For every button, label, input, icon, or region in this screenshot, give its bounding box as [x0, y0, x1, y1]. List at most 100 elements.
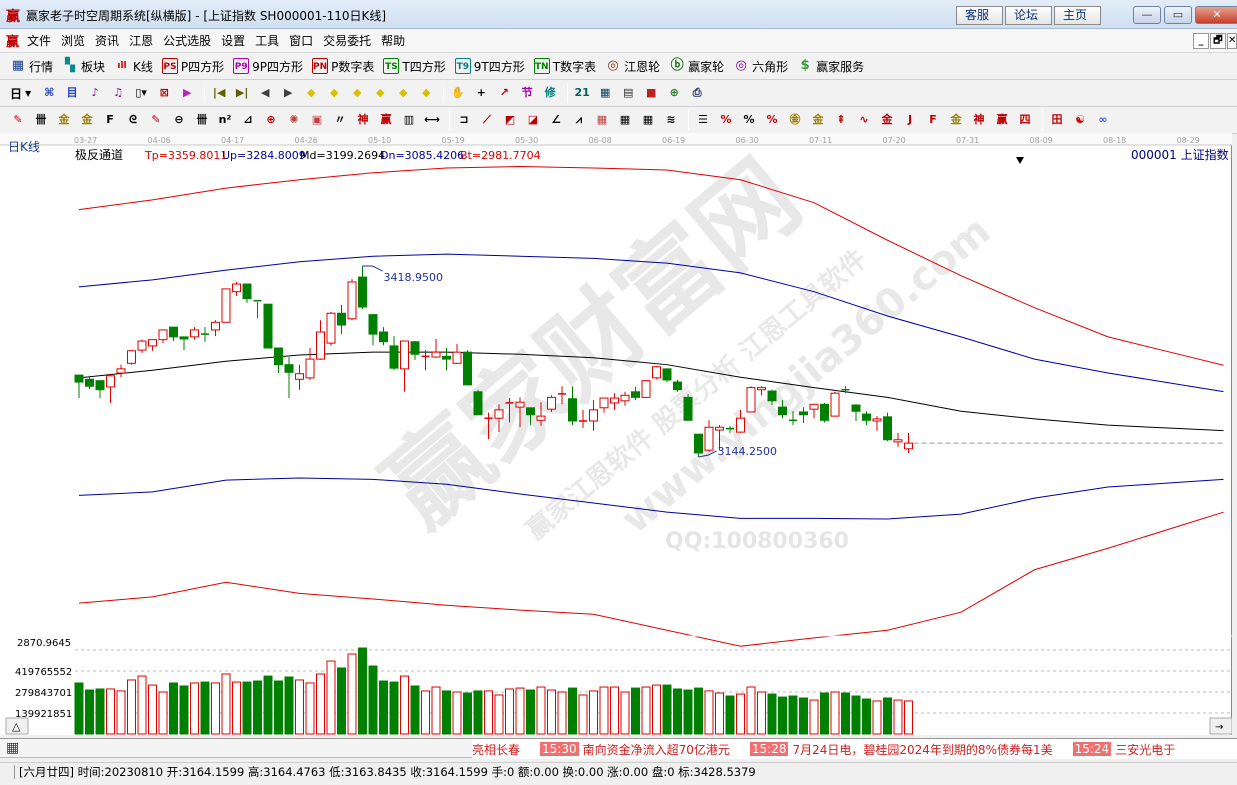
star-icon[interactable]: ✺: [289, 113, 299, 126]
table-grid-icon[interactable]: 田: [1051, 113, 1063, 126]
gold-line2-icon[interactable]: 金: [81, 113, 93, 126]
shift-left-icon[interactable]: ◆: [306, 86, 316, 99]
menu-item-8[interactable]: 交易委托: [323, 34, 372, 48]
printer-icon[interactable]: ⎙: [692, 86, 702, 99]
zoom-in-icon[interactable]: ◆: [375, 86, 385, 99]
toolbar-button-2[interactable]: ıll K线: [114, 58, 153, 75]
modify-icon[interactable]: 修: [544, 86, 556, 99]
triangle-icon[interactable]: ⊿: [243, 113, 253, 126]
menu-item-1[interactable]: 浏览: [61, 34, 86, 48]
calendar-icon[interactable]: 21: [574, 86, 590, 99]
ruler-icon[interactable]: ▥: [403, 113, 415, 126]
pen-icon[interactable]: ✎: [13, 113, 23, 126]
calculator-icon[interactable]: ▦: [599, 86, 611, 99]
grid-lines-icon[interactable]: 卌: [35, 113, 47, 126]
crosshair-icon[interactable]: +: [476, 86, 486, 99]
quote-line-icon[interactable]: 〃: [334, 113, 346, 126]
news-headline[interactable]: 南向资金净流入超70亿港元: [582, 742, 730, 757]
four-fan-icon[interactable]: 四: [1019, 113, 1031, 126]
news-headline[interactable]: 三安光电于: [1115, 742, 1176, 757]
mdi-restore-button[interactable]: 🗗: [1210, 33, 1226, 49]
god-fan-icon[interactable]: 神: [973, 113, 985, 126]
forum-button[interactable]: 论坛: [1005, 6, 1052, 25]
flag-icon[interactable]: ▶: [182, 86, 192, 99]
toolbar-button-8[interactable]: TN T数字表: [533, 58, 596, 75]
menu-item-5[interactable]: 设置: [221, 34, 246, 48]
pattern-icon[interactable]: ⌘: [44, 86, 55, 99]
kline-chart-panel[interactable]: 03-27 04-06 04-17 04-26 05-10 05-19 05-30 06-08…: [0, 133, 1233, 735]
grid3-icon[interactable]: ▦: [642, 113, 654, 126]
bars-icon[interactable]: ☰: [698, 113, 708, 126]
box-icon[interactable]: ▣: [311, 113, 323, 126]
frame-icon[interactable]: ⊐: [459, 113, 469, 126]
shift-right-icon[interactable]: ◆: [329, 86, 339, 99]
gold-box-icon[interactable]: 金: [881, 113, 893, 126]
percent-lines-icon[interactable]: %: [766, 113, 778, 126]
expand-h-icon[interactable]: ◆: [352, 86, 362, 99]
rocket-icon[interactable]: ⇞: [836, 113, 846, 126]
solar-term-icon[interactable]: 节: [521, 86, 533, 99]
network-icon[interactable]: ⊕: [669, 86, 679, 99]
target-icon[interactable]: ⊕: [266, 113, 276, 126]
pen2-icon[interactable]: ✎: [151, 113, 161, 126]
percent-line-icon[interactable]: %: [720, 113, 732, 126]
zoom-out-icon[interactable]: ◆: [398, 86, 408, 99]
toolbar-button-10[interactable]: ⓑ 赢家轮: [669, 58, 725, 75]
save-icon[interactable]: ■: [645, 86, 657, 99]
measure-icon[interactable]: ⟷: [424, 113, 440, 126]
mdi-close-button[interactable]: ✕: [1227, 33, 1237, 49]
fan-box2-icon[interactable]: ◪: [527, 113, 539, 126]
yin-yang-icon[interactable]: ☯: [1075, 113, 1085, 126]
menu-item-4[interactable]: 公式选股: [163, 34, 212, 48]
menu-item-0[interactable]: 文件: [27, 34, 52, 48]
news-headline[interactable]: 7月24日电，碧桂园2024年到期的8%债券每1美: [792, 742, 1053, 757]
menu-item-3[interactable]: 江恩: [129, 34, 154, 48]
win-icon[interactable]: 赢: [380, 113, 392, 126]
hand-icon[interactable]: ✋: [451, 86, 466, 99]
news-ticker[interactable]: 亮相长春 15:30 南向资金净流入超70亿港元 15:28 7月24日电，碧桂园20…: [472, 739, 1237, 759]
cross-pattern-icon[interactable]: ⊠: [159, 86, 169, 99]
toolbar-button-7[interactable]: T9 9T四方形: [454, 58, 525, 75]
f-fan-icon[interactable]: F: [929, 113, 937, 126]
period-dropdown[interactable]: 日 ▼: [10, 85, 31, 102]
gold-circle-icon[interactable]: ㊎: [789, 113, 801, 126]
customer-service-button[interactable]: 客服: [956, 6, 1003, 25]
prev-icon[interactable]: ◀: [260, 86, 270, 99]
fan-icon[interactable]: ⟋: [483, 113, 491, 126]
fib-line-icon[interactable]: F: [106, 113, 114, 126]
mdi-minimize-button[interactable]: _: [1193, 33, 1209, 49]
grid2-icon[interactable]: ▦: [619, 113, 631, 126]
toolbar-button-12[interactable]: $ 赢家服务: [797, 58, 865, 75]
calendar-icon[interactable]: ▦: [6, 740, 20, 756]
win-fan-icon[interactable]: 赢: [996, 113, 1008, 126]
fan-box-icon[interactable]: ◩: [504, 113, 516, 126]
last-icon[interactable]: ▶|: [235, 86, 249, 99]
multi-line-icon[interactable]: ≋: [666, 113, 676, 126]
maximize-button[interactable]: ▭: [1164, 6, 1192, 24]
toolbar-button-4[interactable]: P9 9P四方形: [233, 58, 303, 75]
circle-icon[interactable]: ⊖: [174, 113, 184, 126]
menu-item-6[interactable]: 工具: [255, 34, 280, 48]
gold-fan-icon[interactable]: 金: [950, 113, 962, 126]
j-fan-icon[interactable]: J: [907, 113, 913, 126]
infinity-icon[interactable]: ∞: [1098, 113, 1108, 126]
menu-item-2[interactable]: 资讯: [95, 34, 120, 48]
gold-line-icon[interactable]: 金: [58, 113, 70, 126]
menu-item-7[interactable]: 窗口: [289, 34, 314, 48]
n2-icon[interactable]: n²: [218, 113, 232, 126]
toolbar-button-11[interactable]: ◎ 六角形: [733, 58, 788, 75]
first-icon[interactable]: |◀: [212, 86, 226, 99]
spiral-icon[interactable]: ᘓ: [129, 113, 137, 126]
grid-icon[interactable]: ▦: [596, 113, 608, 126]
wave-icon[interactable]: ⩘: [575, 113, 583, 126]
toolbar-button-1[interactable]: ▚ 板块: [62, 58, 105, 75]
toolbar-button-3[interactable]: PS P四方形: [161, 58, 224, 75]
minimize-button[interactable]: —: [1133, 6, 1161, 24]
next-icon[interactable]: ▶: [283, 86, 293, 99]
parallel-icon[interactable]: 卌: [196, 113, 208, 126]
notebook-icon[interactable]: ▤: [622, 86, 634, 99]
scroll-right-button[interactable]: →: [1209, 717, 1233, 735]
toolbar-button-9[interactable]: ◎ 江恩轮: [605, 58, 660, 75]
menu-item-9[interactable]: 帮助: [381, 34, 406, 48]
homepage-button[interactable]: 主页: [1054, 6, 1101, 25]
